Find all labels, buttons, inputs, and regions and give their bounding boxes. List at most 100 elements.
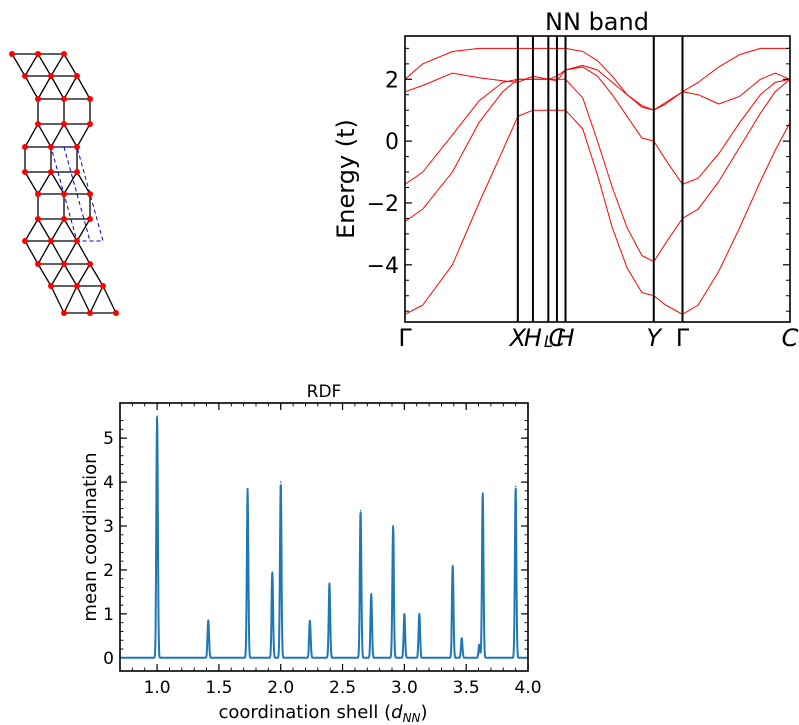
rdf-peak-9	[370, 593, 373, 595]
rdf-peak-14	[460, 637, 463, 639]
lattice-bond	[76, 263, 91, 287]
band-chart-title: NN band	[545, 8, 649, 36]
lattice-bond	[63, 240, 78, 265]
lattice-atom	[87, 310, 93, 316]
lattice-bond	[11, 53, 26, 77]
lattice-atom	[9, 51, 15, 57]
band-x-tick-label-H: H	[556, 324, 574, 352]
lattice-atom	[87, 96, 93, 102]
band-series-4	[404, 64, 791, 111]
lattice-bond	[63, 218, 78, 242]
lattice-bond	[37, 240, 52, 265]
lattice-bond	[24, 123, 39, 148]
lattice-atom	[35, 121, 41, 127]
rdf-peak-17	[514, 485, 517, 488]
lattice-bond	[50, 75, 65, 100]
rdf-peak-15	[478, 643, 481, 646]
band-series-5	[404, 47, 790, 111]
rdf-peak-13	[451, 564, 454, 567]
lattice-unit-cell	[50, 146, 104, 242]
lattice-atom	[35, 216, 41, 222]
rdf-peak-3	[246, 487, 249, 490]
lattice-bond	[63, 53, 78, 77]
lattice-structure-diagram	[9, 51, 119, 316]
lattice-atom	[22, 144, 28, 150]
rdf-x-axis-label-close-paren: )	[421, 702, 428, 723]
lattice-atom	[61, 261, 67, 267]
rdf-y-tick-label: 2	[103, 561, 114, 581]
band-y-ticks: −4 −2 0 2	[367, 47, 790, 312]
rdf-x-axis-label: coordination shell (dNN)	[218, 702, 427, 725]
lattice-atom	[74, 73, 80, 79]
lattice-atom	[87, 261, 93, 267]
rdf-peak-4	[271, 571, 274, 573]
rdf-chart: RDF 0 1 2 3 4 5 1.0 1.5 2.0 2.5 3.0 3.5 4.0 mean co…	[80, 382, 542, 725]
lattice-atom	[22, 169, 28, 175]
rdf-x-ticks: 1.0 1.5 2.0 2.5 3.0 3.5 4.0	[131, 403, 542, 698]
lattice-bond	[76, 285, 91, 314]
lattice-atom	[48, 283, 54, 289]
rdf-peak-2	[207, 619, 210, 622]
rdf-y-tick-label: 3	[103, 517, 114, 537]
lattice-bond	[50, 218, 65, 242]
rdf-x-tick-label: 3.5	[453, 678, 480, 698]
rdf-peak-10	[392, 525, 394, 527]
lattice-bond	[50, 263, 65, 287]
band-series-2	[404, 78, 791, 263]
lattice-bond	[50, 53, 65, 77]
rdf-peaks-group	[156, 415, 517, 646]
lattice-bond	[24, 75, 39, 100]
lattice-bond	[24, 171, 39, 195]
lattice-atom	[61, 191, 67, 197]
lattice-bond	[76, 123, 91, 148]
lattice-atom	[22, 73, 28, 79]
lattice-bond	[102, 285, 117, 314]
lattice-bond	[24, 218, 39, 242]
rdf-y-tick-label: 1	[103, 605, 114, 625]
lattice-atom	[61, 51, 67, 57]
band-x-tick-label-H: H	[524, 324, 542, 352]
lattice-bond	[37, 218, 52, 242]
band-x-tick-label-Γ: Γ	[398, 324, 412, 352]
rdf-plot-frame	[119, 402, 529, 672]
band-x-tick-label-Γ: Γ	[676, 324, 690, 352]
rdf-x-axis-label-text: coordination shell	[218, 702, 378, 723]
rdf-y-axis-label: mean coordination	[80, 452, 101, 621]
lattice-bond	[50, 285, 65, 314]
lattice-atom	[74, 169, 80, 175]
rdf-peak-6	[309, 619, 311, 622]
rdf-y-ticks: 0 1 2 3 4 5	[103, 420, 528, 669]
rdf-chart-title: RDF	[307, 382, 342, 402]
lattice-bond	[37, 75, 52, 100]
rdf-x-tick-label: 2.5	[329, 678, 356, 698]
lattice-atom	[61, 121, 67, 127]
band-y-tick-label: 0	[385, 130, 399, 155]
lattice-bond	[63, 75, 78, 100]
lattice-atom	[48, 169, 54, 175]
lattice-bond	[63, 285, 78, 314]
lattice-bond	[50, 240, 65, 265]
rdf-peak-1	[156, 415, 158, 417]
band-kpoint-lines	[516, 36, 684, 322]
lattice-bond	[76, 75, 91, 100]
lattice-bond	[63, 263, 78, 287]
lattice-bond	[37, 53, 52, 77]
band-x-tick-label-X: X	[508, 324, 527, 352]
rdf-peak-5	[279, 481, 282, 483]
lattice-bond	[76, 240, 91, 265]
rdf-x-axis-label-symbol: d	[391, 702, 403, 723]
lattice-bond	[37, 123, 52, 148]
band-y-tick-label: 2	[385, 68, 399, 93]
lattice-atom	[87, 216, 93, 222]
lattice-atom	[35, 96, 41, 102]
lattice-atom	[113, 310, 119, 316]
rdf-y-tick-label: 0	[103, 649, 114, 669]
lattice-bond	[89, 263, 104, 287]
lattice-atom	[48, 238, 54, 244]
rdf-peak-8	[359, 509, 362, 512]
rdf-peak-7	[328, 582, 331, 584]
lattice-atom	[48, 144, 54, 150]
band-x-tick-label-C: C	[782, 324, 799, 352]
lattice-atom	[87, 191, 93, 197]
